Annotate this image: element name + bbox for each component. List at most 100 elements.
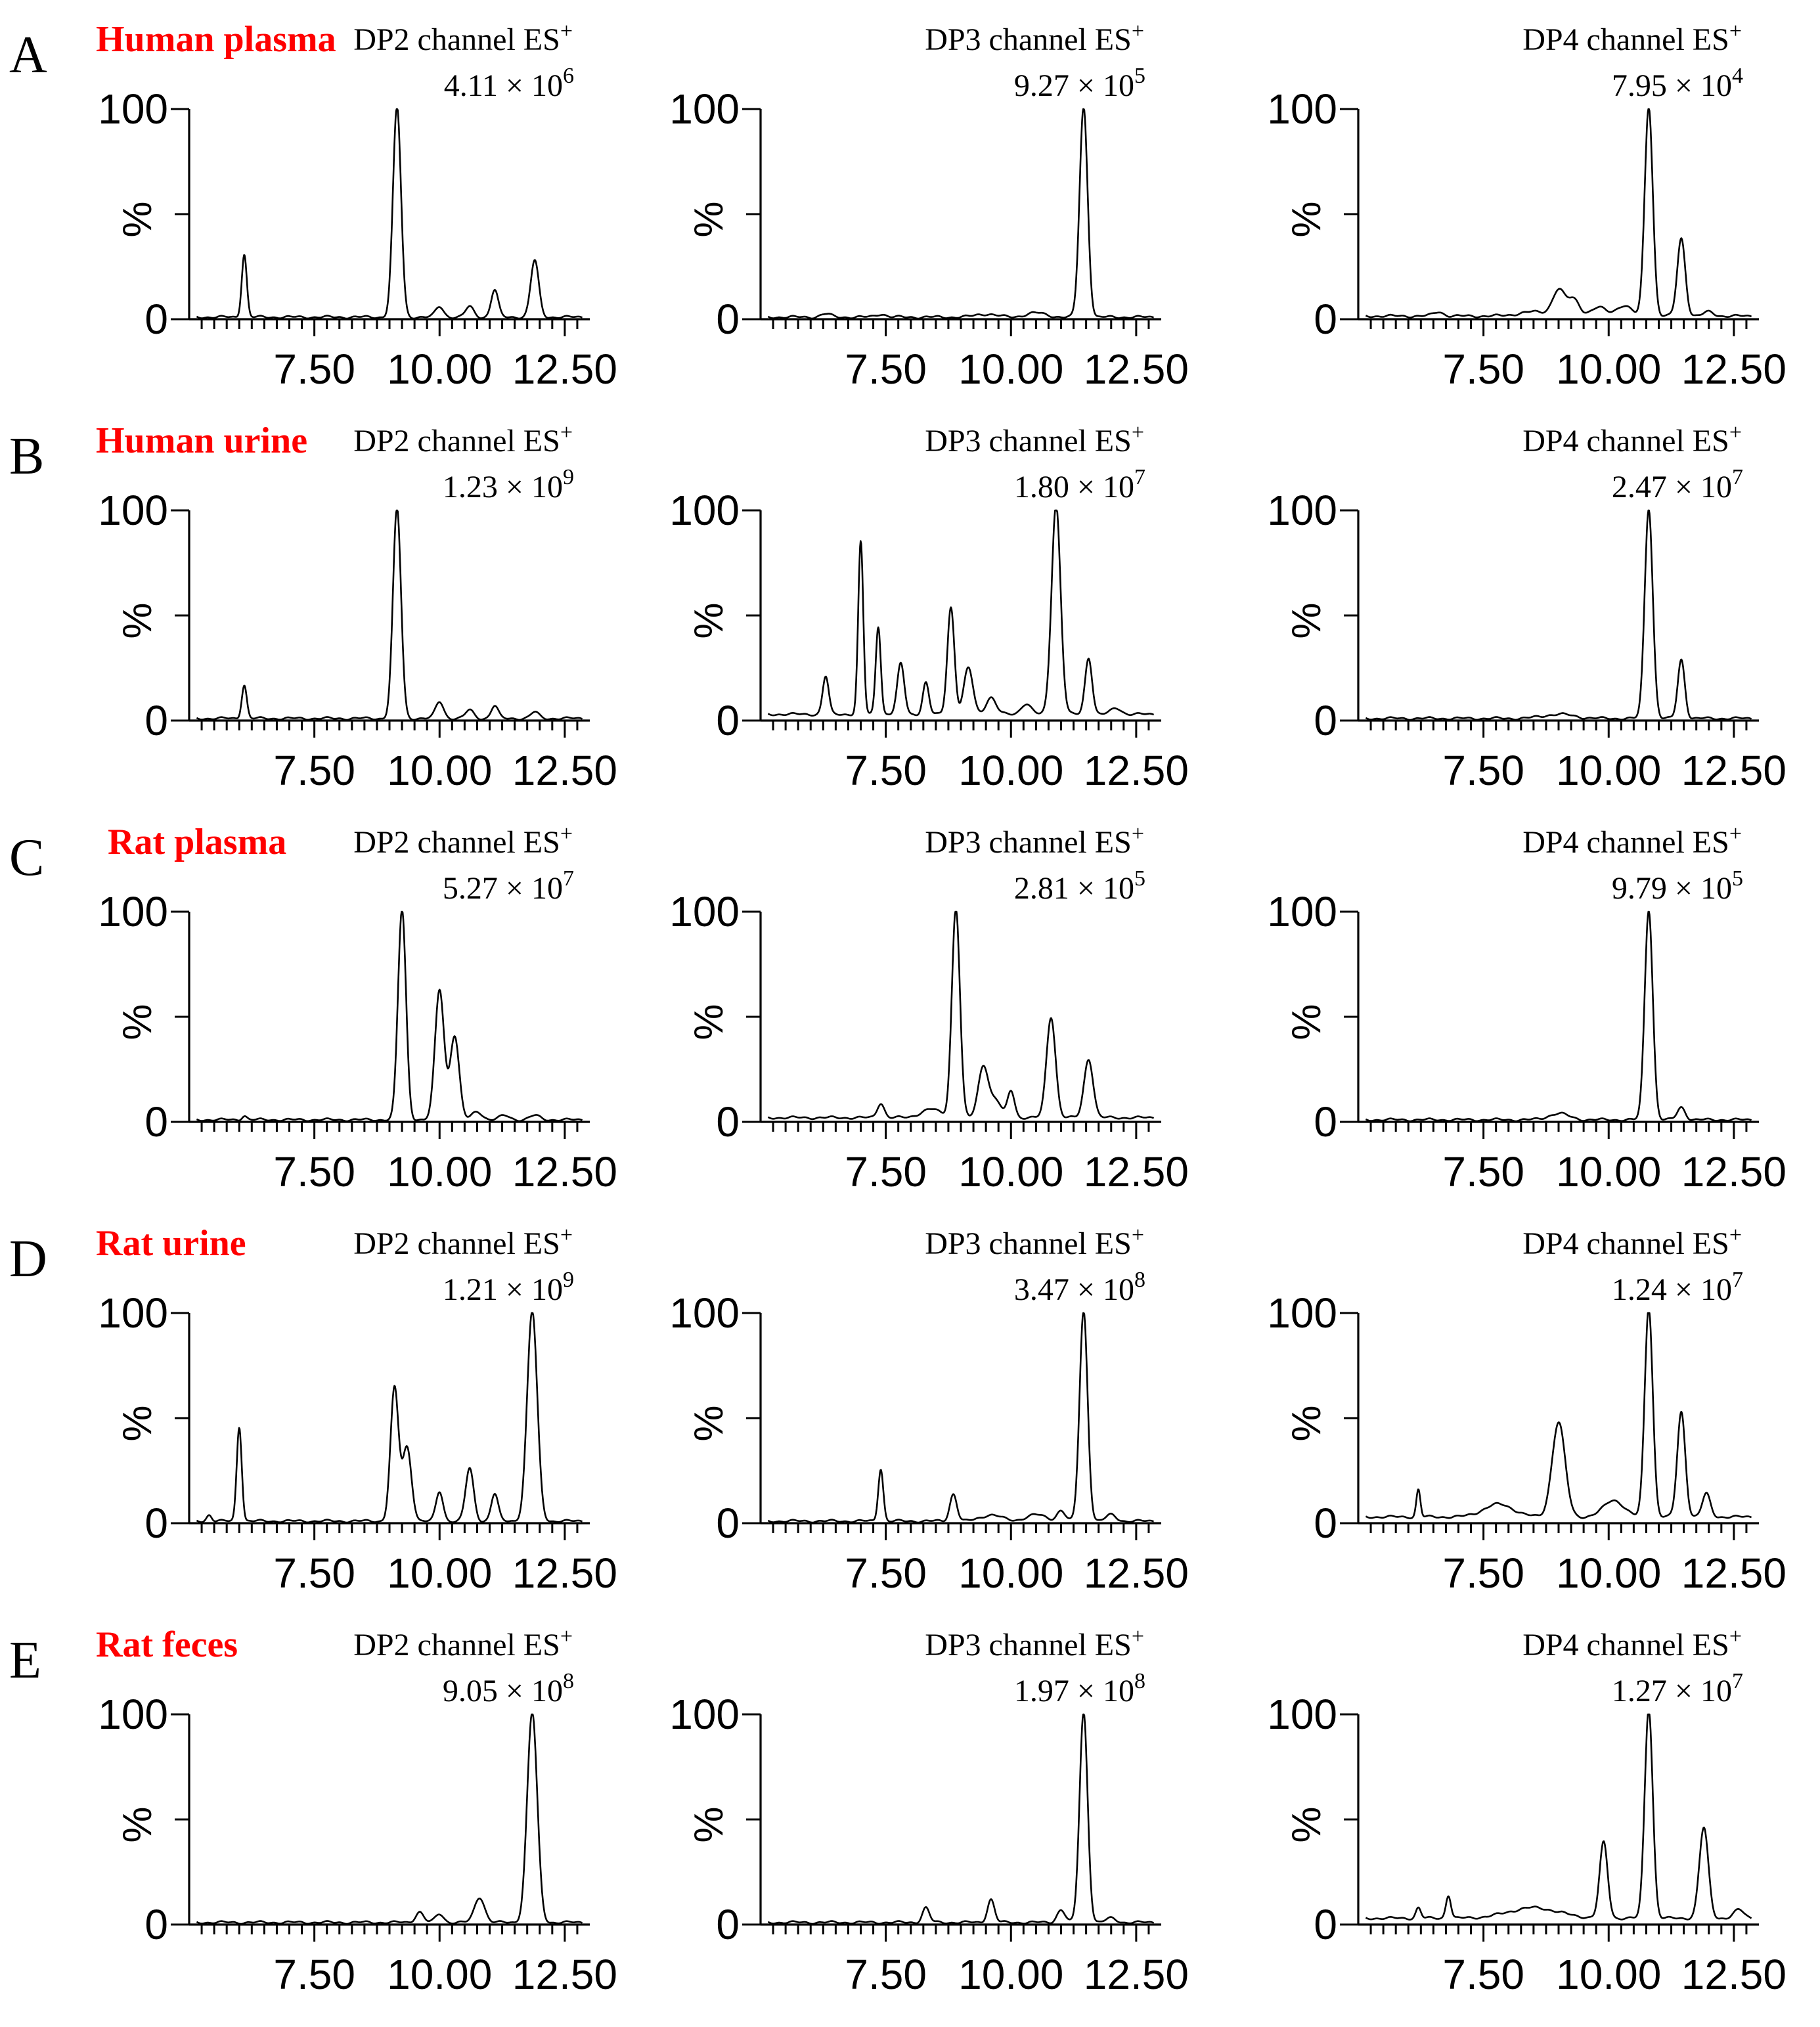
x-tick-label: 12.50 (512, 1951, 617, 1998)
chromatogram-trace (1365, 509, 1752, 721)
chromatogram-panel: 100 0% 7.50 10.00 12.50 DP2 channel ES+ 9.05 ×… (98, 1624, 617, 1998)
y-axis-label: % (686, 1405, 732, 1441)
intensity-scale: 9.05 × 108 (443, 1669, 574, 1708)
chart-row-c: C Rat plasma 100 0% 7.50 10.00 12.50 DP2 channe… (9, 822, 1787, 1195)
x-tick-label: 7.50 (845, 1951, 927, 1998)
y-tick-label: 0 (716, 1500, 740, 1547)
chromatogram-panel: 100 0% 7.50 10.00 12.50 DP3 channel ES+ 3.47 ×… (669, 1223, 1189, 1597)
y-tick-label: 0 (144, 1500, 168, 1547)
y-tick-label: 0 (144, 697, 168, 744)
intensity-scale-exp: 4 (1732, 64, 1743, 88)
chromatogram-trace (1365, 1312, 1752, 1519)
channel-title: DP4 channel ES+ (1522, 1223, 1742, 1261)
y-tick-label: 0 (144, 1901, 168, 1948)
intensity-scale: 5.27 × 107 (443, 866, 574, 906)
channel-title-sup: + (1729, 19, 1742, 43)
y-tick-label: 100 (669, 85, 740, 133)
channel-title: DP4 channel ES+ (1522, 19, 1742, 57)
chromatogram-trace (196, 910, 583, 1123)
chromatogram-panel: 100 0% 7.50 10.00 12.50 DP3 channel ES+ 2.81 ×… (669, 822, 1189, 1195)
y-tick-label: 100 (669, 888, 740, 935)
y-tick-label: 0 (1314, 1098, 1337, 1146)
intensity-scale-exp: 8 (563, 1669, 574, 1693)
channel-title-sup: + (560, 420, 573, 445)
chromatogram-trace (1365, 108, 1752, 319)
y-tick-label: 100 (1267, 1691, 1337, 1738)
chromatogram-trace (767, 910, 1155, 1121)
chromatogram-panel: 100 0% 7.50 10.00 12.50 DP2 channel ES+ 5.27 ×… (98, 822, 617, 1195)
y-tick-label: 100 (98, 1691, 168, 1738)
channel-title: DP3 channel ES+ (925, 420, 1144, 458)
channel-title-sup: + (1729, 420, 1742, 445)
channel-title-sup: + (560, 822, 573, 846)
intensity-scale-exp: 7 (1732, 1268, 1743, 1292)
y-tick-label: 100 (98, 487, 168, 534)
intensity-scale: 1.21 × 109 (443, 1268, 574, 1307)
x-tick-label: 7.50 (845, 345, 927, 393)
intensity-scale-exp: 8 (1134, 1268, 1145, 1292)
channel-title: DP2 channel ES+ (353, 1223, 573, 1261)
y-axis-label: % (1284, 1806, 1329, 1842)
y-tick-label: 100 (1267, 85, 1337, 133)
channel-title-sup: + (1132, 420, 1144, 445)
x-tick-label: 12.50 (1084, 1951, 1189, 1998)
y-axis-label: % (1284, 602, 1329, 638)
intensity-scale: 7.95 × 104 (1612, 64, 1743, 103)
chromatogram-panel: 100 0% 7.50 10.00 12.50 DP3 channel ES+ 1.97 ×… (669, 1624, 1189, 1998)
x-tick-label: 10.00 (958, 345, 1063, 393)
chromatogram-trace (767, 1312, 1155, 1524)
intensity-scale-exp: 7 (1134, 465, 1145, 489)
intensity-scale-exp: 7 (1732, 1669, 1743, 1693)
x-tick-label: 7.50 (273, 1951, 355, 1998)
channel-title: DP4 channel ES+ (1522, 822, 1742, 860)
y-tick-label: 100 (98, 1289, 168, 1337)
channel-title: DP3 channel ES+ (925, 1223, 1144, 1261)
panel-letter: B (9, 428, 44, 485)
chromatogram-panel: 100 0% 7.50 10.00 12.50 DP3 channel ES+ 9.27 ×… (669, 19, 1189, 393)
intensity-scale: 1.23 × 109 (443, 465, 574, 504)
y-axis-label: % (686, 602, 732, 638)
x-tick-label: 10.00 (958, 1148, 1063, 1195)
y-axis-label: % (686, 1806, 732, 1842)
x-tick-label: 10.00 (1556, 747, 1661, 794)
intensity-scale: 3.47 × 108 (1014, 1268, 1145, 1307)
y-tick-label: 100 (1267, 888, 1337, 935)
x-tick-label: 12.50 (1681, 345, 1787, 393)
intensity-scale: 1.80 × 107 (1014, 465, 1145, 504)
y-tick-label: 0 (716, 1901, 740, 1948)
intensity-scale: 1.97 × 108 (1014, 1669, 1145, 1708)
chromatogram-trace (767, 108, 1155, 320)
y-tick-label: 0 (1314, 1901, 1337, 1948)
chart-row-a: A Human plasma 100 0% 7.50 10.00 12.50 DP2 chan… (9, 19, 1787, 393)
y-axis-label: % (115, 201, 160, 237)
x-tick-label: 7.50 (845, 1148, 927, 1195)
x-tick-label: 10.00 (387, 1549, 492, 1597)
intensity-scale: 9.79 × 105 (1612, 866, 1743, 906)
x-tick-label: 12.50 (512, 747, 617, 794)
x-tick-label: 7.50 (1442, 1148, 1524, 1195)
y-axis-label: % (686, 201, 732, 237)
x-tick-label: 12.50 (1681, 1148, 1787, 1195)
x-tick-label: 10.00 (958, 1951, 1063, 1998)
intensity-scale-exp: 8 (1134, 1669, 1145, 1693)
channel-title: DP2 channel ES+ (353, 822, 573, 860)
sample-label: Rat urine (96, 1223, 246, 1264)
channel-title: DP2 channel ES+ (353, 1624, 573, 1662)
panel-letter: C (9, 829, 44, 887)
x-tick-label: 12.50 (1084, 1549, 1189, 1597)
y-tick-label: 0 (1314, 1500, 1337, 1547)
intensity-scale-exp: 9 (563, 1268, 574, 1292)
panel-letter: A (9, 26, 47, 84)
x-tick-label: 7.50 (1442, 1549, 1524, 1597)
x-tick-label: 10.00 (1556, 345, 1661, 393)
x-tick-label: 7.50 (273, 345, 355, 393)
x-tick-label: 7.50 (845, 747, 927, 794)
chromatogram-trace (767, 509, 1155, 717)
chromatogram-trace (1365, 910, 1752, 1123)
intensity-scale: 4.11 × 106 (444, 64, 574, 103)
intensity-scale-exp: 7 (563, 866, 574, 891)
y-tick-label: 100 (669, 1289, 740, 1337)
channel-title-sup: + (1132, 1223, 1144, 1247)
x-tick-label: 10.00 (387, 1951, 492, 1998)
